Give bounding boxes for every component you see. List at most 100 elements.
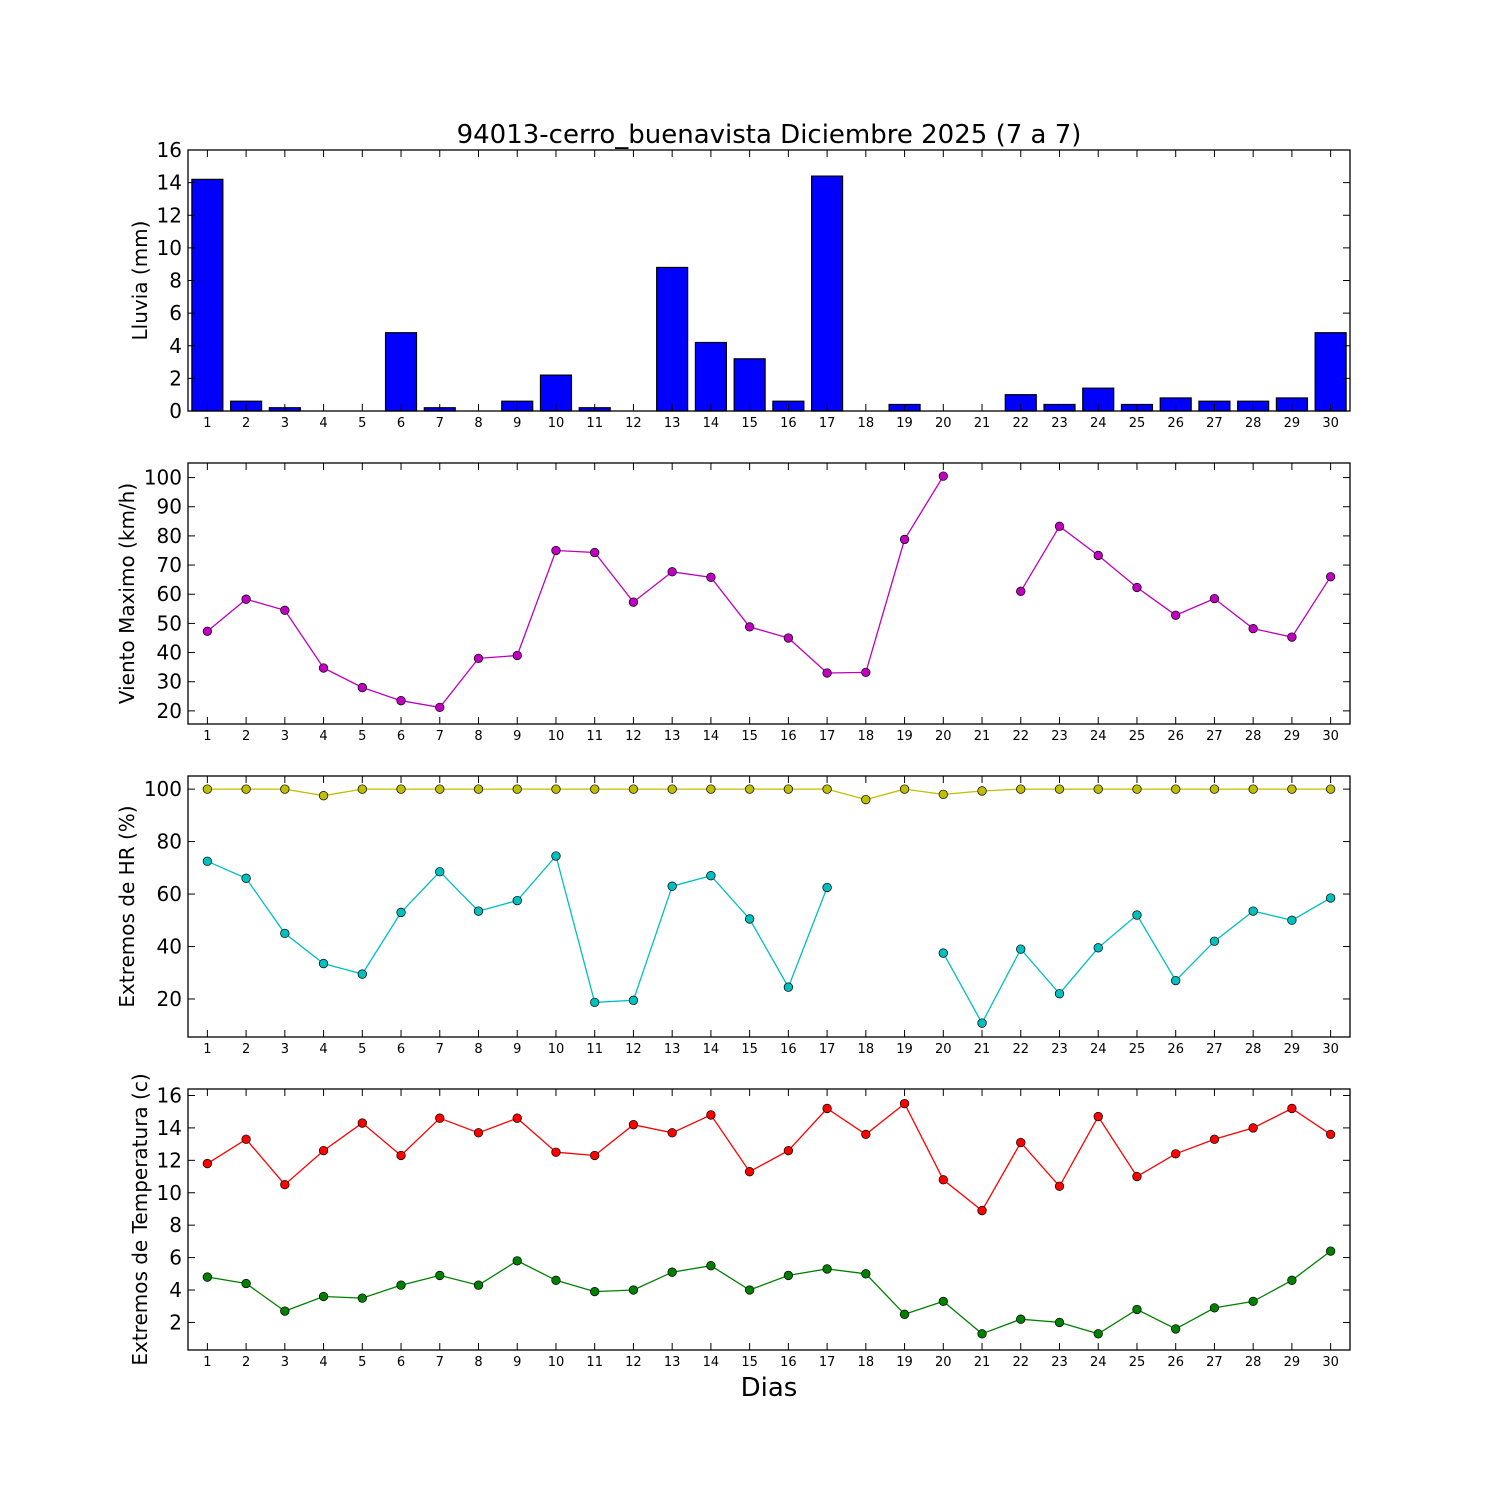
hr-maxima-line-1 [207,788,1331,801]
temperatura-maxima-point-day-19 [899,1098,910,1109]
viento-maximo-point-day-29 [1287,632,1297,642]
viento-maximo-point-day-12 [628,597,639,607]
x-tick-label: 25 [1129,416,1146,431]
temperatura-minima-point-day-25 [1132,1304,1142,1315]
x-tick-label: 18 [858,1355,875,1370]
temperatura-maxima-point-day-11 [590,1150,600,1161]
hr-maxima-point-day-11 [590,784,600,794]
x-tick-label: 25 [1129,729,1146,744]
viento-maximo-point-day-27 [1209,593,1220,604]
hr-minima-point-day-24 [1093,943,1103,953]
x-tick-label: 19 [896,729,913,744]
viento-maximo-point-day-3 [280,605,290,615]
y-tick-label: 14 [157,171,182,195]
x-tick-label: 24 [1090,416,1107,431]
y-tick-label: 8 [169,1213,182,1237]
x-tick-label: 30 [1322,1042,1339,1057]
viento-maximo-point-day-16 [783,633,794,643]
temperatura-minima-point-day-1 [202,1272,213,1282]
x-tick-label: 29 [1284,416,1301,431]
hr-minima-point-day-2 [241,873,251,883]
x-tick-label: 20 [935,1355,952,1370]
x-tick-label: 14 [703,416,720,431]
x-tick-label: 1 [203,1042,211,1057]
hr-minima-point-day-11 [590,997,600,1008]
y-tick-label: 30 [157,670,182,694]
temperatura-minima-point-day-24 [1093,1329,1103,1339]
x-tick-label: 19 [896,416,913,431]
x-tick-label: 24 [1090,729,1107,744]
axes-frame [187,775,1351,1038]
x-tick-label: 26 [1167,416,1184,431]
x-tick-label: 5 [358,1042,366,1057]
y-tick-label: 50 [157,611,182,635]
y-axis-label: Extremos de HR (%) [115,805,139,1007]
x-tick-label: 10 [548,729,565,744]
hr-maxima-point-day-4 [318,791,329,801]
temperatura-minima-point-day-7 [435,1270,445,1281]
temperatura-minima-point-day-9 [512,1256,522,1266]
temperatura-maxima-point-day-24 [1093,1111,1103,1122]
viento-maximo-point-day-22 [1016,586,1026,596]
hr-maxima-point-day-2 [241,784,251,794]
x-tick-label: 29 [1284,1042,1301,1057]
x-tick-label: 4 [319,416,327,431]
x-tick-label: 2 [242,729,250,744]
temperatura-maxima-point-day-9 [512,1113,522,1123]
temperatura-maxima-point-day-20 [938,1175,948,1185]
x-tick-label: 17 [819,416,836,431]
hr-maxima-point-day-30 [1325,784,1336,794]
bar-day-6 [384,332,418,412]
temperatura-maxima-point-day-25 [1132,1171,1142,1182]
x-tick-label: 9 [513,416,521,431]
x-tick-label: 15 [741,416,758,431]
temperatura-minima-point-day-27 [1209,1303,1220,1313]
viento-maximo-point-day-23 [1054,521,1065,531]
y-tick-label: 80 [157,830,182,854]
hr-minima-point-day-28 [1248,906,1258,916]
hr-minima-point-day-5 [357,969,367,979]
temperatura-maxima-point-day-2 [241,1134,251,1144]
temperatura-minima-point-day-23 [1054,1317,1065,1328]
x-tick-label: 8 [474,1042,482,1057]
x-tick-label: 3 [281,729,289,744]
viento-maximo-point-day-19 [899,534,910,545]
bar-day-14 [694,341,727,412]
x-tick-label: 6 [397,1355,405,1370]
x-tick-label: 29 [1284,1355,1301,1370]
x-tick-label: 1 [203,729,211,744]
x-tick-label: 7 [436,729,444,744]
x-tick-label: 20 [935,729,952,744]
x-tick-label: 3 [281,1042,289,1057]
x-tick-label: 28 [1245,416,1262,431]
x-tick-label: 26 [1167,1042,1184,1057]
temperatura-minima-point-day-19 [899,1309,910,1319]
temperatura-minima-line-1 [207,1250,1331,1335]
y-tick-label: 20 [157,699,182,723]
viento-maximo-point-day-15 [744,622,755,632]
temperatura-maxima-point-day-27 [1209,1134,1220,1144]
x-tick-label: 22 [1012,1042,1029,1057]
x-tick-label: 20 [935,1042,952,1057]
y-tick-label: 20 [157,987,182,1011]
x-tick-label: 2 [242,1042,250,1057]
x-tick-label: 11 [586,1355,603,1370]
x-tick-label: 4 [319,729,327,744]
bar-day-17 [811,175,844,412]
x-tick-label: 13 [664,1355,681,1370]
viento-maximo-point-day-28 [1248,623,1258,634]
x-tick-label: 12 [625,1042,642,1057]
temperatura-minima-point-day-6 [396,1280,406,1290]
hr-minima-point-day-15 [744,914,755,924]
x-tick-label: 25 [1129,1355,1146,1370]
x-tick-label: 28 [1245,729,1262,744]
temperatura-maxima-point-day-8 [473,1128,484,1138]
temperatura-maxima-point-day-12 [628,1120,639,1130]
hr-minima-point-day-27 [1209,936,1220,946]
x-tick-label: 24 [1090,1042,1107,1057]
hr-maxima-point-day-26 [1171,784,1181,794]
x-tick-label: 16 [780,416,797,431]
hr-maxima-point-day-6 [396,784,406,794]
viento-maximo-point-day-10 [551,545,561,556]
